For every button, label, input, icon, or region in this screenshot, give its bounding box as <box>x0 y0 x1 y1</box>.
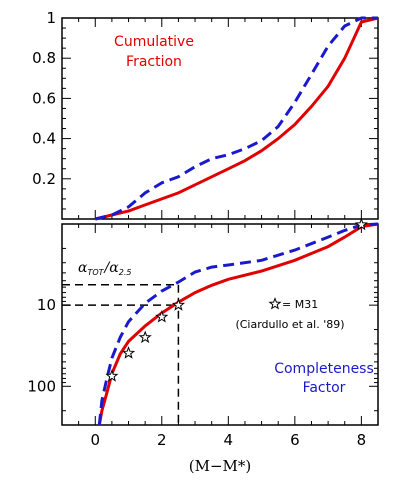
cumulative-fraction-panel: 0.2 0.4 0.6 0.8 1 Cumulative Fraction <box>32 9 379 221</box>
cumulative-label-line2: Fraction <box>126 54 182 70</box>
top-panel-frame <box>61 17 379 220</box>
bottom-y-ticks: 10 100 <box>27 223 378 426</box>
completeness-label-line1: Completeness <box>274 361 374 377</box>
bottom-y-tick-label: 100 <box>27 377 56 395</box>
legend-reference: (Ciardullo et al. '89) <box>235 318 344 331</box>
m31-star-point <box>105 369 119 382</box>
cumulative-blue-series <box>94 16 378 221</box>
top-y-tick-label: 0.4 <box>32 130 56 148</box>
m31-star-point <box>171 298 186 311</box>
completeness-factor-panel: 10 100 0 2 4 6 8 αTOT/α2.5 = M31 (Ciardullo e… <box>27 217 379 449</box>
top-y-tick-label: 0.8 <box>32 49 56 67</box>
bottom-x-tick-label: 6 <box>290 431 300 449</box>
cumulative-label-line1: Cumulative <box>114 34 194 50</box>
completeness-label-line2: Factor <box>303 380 346 396</box>
bottom-x-tick-label: 4 <box>224 431 234 449</box>
m31-star-point <box>354 217 368 231</box>
top-y-tick-label: 0.2 <box>32 170 56 188</box>
top-y-ticks: 0.2 0.4 0.6 0.8 1 <box>32 9 378 210</box>
m31-star-point <box>138 330 152 344</box>
bottom-x-tick-label: 8 <box>357 431 367 449</box>
legend-m31-label: = M31 <box>282 298 318 311</box>
cumulative-red-series <box>94 16 379 221</box>
legend-star-marker <box>268 297 282 310</box>
bottom-x-tick-label: 0 <box>90 431 100 449</box>
bottom-x-tick-label: 2 <box>157 431 167 449</box>
m31-star-points <box>105 217 368 382</box>
bottom-panel-frame <box>61 223 379 426</box>
top-y-tick-label: 0.6 <box>32 89 56 107</box>
x-axis-label: (M−M*) <box>189 457 252 475</box>
completeness-blue-series <box>97 222 379 426</box>
bottom-y-tick-label: 10 <box>37 296 56 314</box>
m31-star-point <box>121 346 136 359</box>
m31-star-point <box>155 310 169 323</box>
guide-dashed-lines <box>62 283 180 425</box>
bottom-x-ticks: 0 2 4 6 8 <box>78 224 379 449</box>
top-y-tick-label: 1 <box>46 9 56 27</box>
alpha-ratio-label: αTOT/α2.5 <box>78 260 131 277</box>
